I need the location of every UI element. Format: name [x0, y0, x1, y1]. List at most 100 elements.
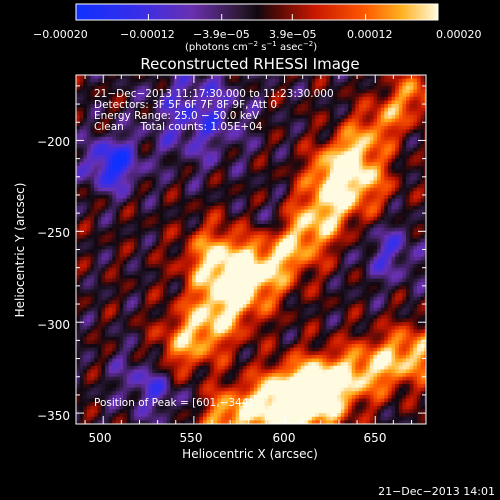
heatmap-cell	[413, 245, 418, 251]
heatmap-cell	[134, 180, 139, 185]
heatmap-cell	[188, 169, 193, 174]
heatmap-cell	[260, 253, 266, 258]
heatmap-cell	[246, 234, 251, 240]
heatmap-cell	[409, 176, 414, 182]
heatmap-cell	[380, 242, 385, 247]
heatmap-cell	[192, 169, 197, 174]
heatmap-cell	[217, 216, 222, 222]
heatmap-cell	[253, 89, 258, 94]
heatmap-cell	[137, 231, 142, 236]
heatmap-cell	[329, 140, 335, 145]
heatmap-cell	[395, 133, 400, 138]
heatmap-cell	[253, 147, 258, 152]
heatmap-cell	[76, 253, 81, 258]
heatmap-cell	[413, 133, 418, 138]
heatmap-cell	[97, 202, 102, 207]
heatmap-cell	[213, 209, 219, 214]
heatmap-cell	[297, 234, 302, 240]
heatmap-cell	[333, 202, 338, 207]
heatmap-cell	[155, 216, 161, 222]
heatmap-cell	[308, 133, 313, 138]
heatmap-cell	[163, 140, 168, 145]
heatmap-cell	[279, 173, 284, 178]
heatmap-cell	[221, 151, 226, 156]
heatmap-cell	[141, 187, 146, 192]
heatmap-cell	[137, 114, 142, 120]
heatmap-cell	[83, 140, 88, 145]
heatmap-cell	[286, 118, 291, 123]
heatmap-cell	[242, 256, 248, 262]
heatmap-cell	[184, 176, 190, 182]
heatmap-cell	[163, 256, 168, 262]
heatmap-cell	[242, 249, 248, 254]
heatmap-cell	[148, 125, 153, 131]
heatmap-cell	[373, 173, 378, 178]
heatmap-cell	[391, 96, 396, 102]
heatmap-cell	[90, 220, 95, 225]
heatmap-cell	[264, 173, 269, 178]
heatmap-cell	[297, 154, 302, 160]
heatmap-cell	[86, 114, 92, 120]
heatmap-cell	[428, 220, 432, 224]
heatmap-cell	[199, 173, 204, 178]
heatmap-cell	[253, 187, 258, 192]
heatmap-cell	[181, 75, 186, 80]
heatmap-cell	[329, 89, 335, 94]
heatmap-cell	[141, 242, 146, 247]
heatmap-cell	[199, 125, 204, 131]
heatmap-cell	[300, 162, 306, 167]
heatmap-cell	[242, 122, 248, 127]
heatmap-cell	[83, 114, 88, 120]
heatmap-cell	[112, 187, 117, 192]
heatmap-cell	[152, 213, 157, 218]
heatmap-cell	[391, 187, 396, 192]
heatmap-cell	[286, 253, 291, 258]
heatmap-cell	[108, 151, 113, 156]
heatmap-cell	[286, 249, 291, 254]
heatmap-cell	[391, 154, 396, 160]
heatmap-cell	[348, 133, 353, 138]
heatmap-cell	[137, 253, 142, 258]
heatmap-cell	[387, 144, 393, 149]
heatmap-cell	[369, 191, 375, 196]
heatmap-cell	[123, 133, 128, 138]
heatmap-cell	[362, 184, 367, 189]
heatmap-cell	[250, 100, 255, 105]
heatmap-cell	[424, 154, 426, 160]
heatmap-cell	[355, 165, 360, 171]
heatmap-cell	[340, 151, 345, 156]
heatmap-cell	[115, 216, 121, 222]
heatmap-cell	[246, 144, 251, 149]
heatmap-cell	[155, 136, 161, 142]
heatmap-cell	[319, 198, 324, 203]
heatmap-cell	[224, 129, 229, 134]
heatmap-cell	[300, 133, 306, 138]
heatmap-cell	[173, 140, 179, 145]
heatmap-cell	[358, 231, 364, 236]
heatmap-cell	[402, 242, 407, 247]
heatmap-cell	[228, 151, 233, 156]
heatmap-cell	[257, 209, 262, 214]
heatmap-cell	[105, 93, 110, 98]
heatmap-cell	[206, 89, 211, 94]
heatmap-cell	[141, 122, 146, 127]
heatmap-cell	[134, 111, 139, 116]
heatmap-cell	[398, 107, 404, 112]
heatmap-cell	[112, 209, 117, 214]
heatmap-cell	[377, 107, 382, 112]
heatmap-cell	[311, 122, 316, 127]
heatmap-cell	[326, 245, 331, 251]
heatmap-cell	[279, 89, 284, 94]
heatmap-cell	[362, 96, 367, 102]
heatmap-cell	[163, 191, 168, 196]
heatmap-cell	[166, 111, 171, 116]
heatmap-cell	[76, 78, 81, 83]
heatmap-cell	[398, 89, 404, 94]
heatmap-cell	[315, 191, 320, 196]
heatmap-cell	[119, 253, 124, 258]
heatmap-cell	[282, 93, 287, 98]
heatmap-cell	[275, 96, 280, 102]
heatmap-cell	[170, 209, 175, 214]
heatmap-cell	[217, 238, 222, 243]
heatmap-cell	[217, 194, 222, 200]
